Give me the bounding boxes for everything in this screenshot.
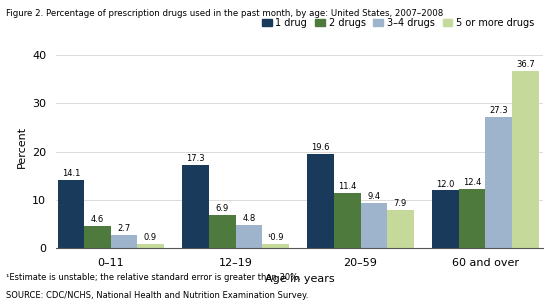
Text: 6.9: 6.9 xyxy=(216,204,229,213)
Text: 4.8: 4.8 xyxy=(242,214,255,223)
Text: 9.4: 9.4 xyxy=(367,192,380,201)
Bar xyxy=(307,154,334,248)
Text: 14.1: 14.1 xyxy=(62,169,80,178)
Text: 2.7: 2.7 xyxy=(117,225,130,234)
Bar xyxy=(387,210,414,248)
Text: 17.3: 17.3 xyxy=(186,154,205,163)
Text: 19.6: 19.6 xyxy=(311,143,330,152)
Bar xyxy=(183,165,209,248)
X-axis label: Age in years: Age in years xyxy=(265,274,334,284)
Bar xyxy=(262,244,288,248)
Bar xyxy=(111,235,137,248)
Bar xyxy=(432,191,459,248)
Text: Figure 2. Percentage of prescription drugs used in the past month, by age: Unite: Figure 2. Percentage of prescription dru… xyxy=(6,9,443,18)
Text: ¹0.9: ¹0.9 xyxy=(267,233,284,242)
Bar xyxy=(334,193,361,248)
Text: 0.9: 0.9 xyxy=(144,233,157,242)
Bar xyxy=(84,226,111,248)
Bar xyxy=(236,225,262,248)
Text: SOURCE: CDC/NCHS, National Health and Nutrition Examination Survey.: SOURCE: CDC/NCHS, National Health and Nu… xyxy=(6,291,308,300)
Bar xyxy=(209,215,236,248)
Bar xyxy=(512,71,539,248)
Text: 36.7: 36.7 xyxy=(516,60,535,69)
Bar xyxy=(137,244,164,248)
Text: ¹Estimate is unstable; the relative standard error is greater than 30%.: ¹Estimate is unstable; the relative stan… xyxy=(6,273,300,282)
Text: 4.6: 4.6 xyxy=(91,215,104,224)
Bar xyxy=(486,116,512,248)
Text: 12.0: 12.0 xyxy=(436,179,455,188)
Legend: 1 drug, 2 drugs, 3–4 drugs, 5 or more drugs: 1 drug, 2 drugs, 3–4 drugs, 5 or more dr… xyxy=(258,14,538,32)
Bar xyxy=(361,203,387,248)
Bar xyxy=(459,188,486,248)
Bar xyxy=(58,180,84,248)
Text: 11.4: 11.4 xyxy=(338,182,356,191)
Text: 27.3: 27.3 xyxy=(489,105,508,115)
Text: 7.9: 7.9 xyxy=(394,199,407,208)
Y-axis label: Percent: Percent xyxy=(17,126,26,168)
Text: 12.4: 12.4 xyxy=(463,178,482,187)
